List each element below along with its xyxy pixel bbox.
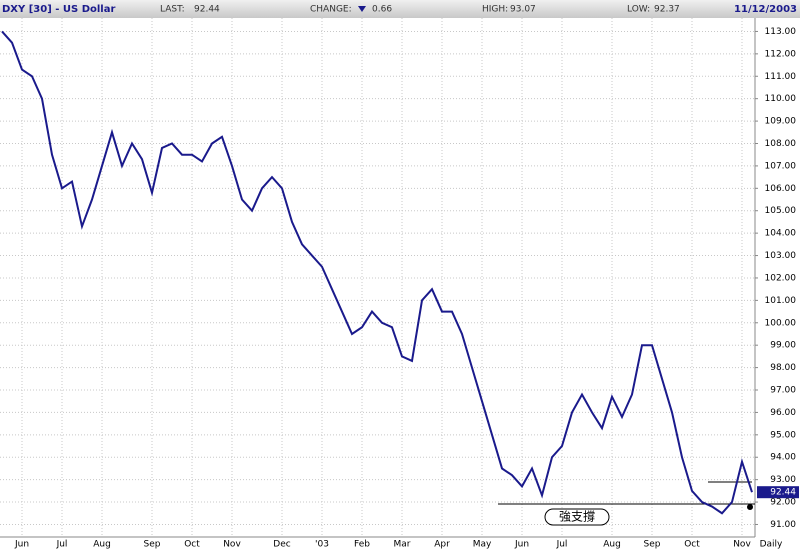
- x-tick-label: Sep: [144, 540, 161, 550]
- y-tick-label: 94.00: [770, 453, 796, 463]
- last-price: 92.44: [770, 488, 796, 498]
- x-tick-label: Nov: [733, 540, 751, 550]
- marker-dot: [747, 504, 753, 510]
- y-tick-label: 107.00: [765, 161, 797, 171]
- annotation: 強支撐: [559, 510, 595, 524]
- y-tick-label: 95.00: [770, 430, 796, 440]
- x-tick-label: Jul: [56, 540, 68, 550]
- x-tick-label: Aug: [93, 540, 111, 550]
- x-tick-label: Jul: [556, 540, 568, 550]
- x-tick-label: Jun: [514, 540, 529, 550]
- last: 92.44: [194, 5, 220, 15]
- y-tick-label: 110.00: [765, 94, 797, 104]
- y-tick-label: 92.00: [770, 498, 796, 508]
- change: 0.66: [372, 5, 392, 15]
- periodicity: Daily: [760, 540, 783, 550]
- y-tick-label: 106.00: [765, 184, 797, 194]
- y-tick-label: 93.00: [770, 475, 796, 485]
- high-label: HIGH:: [482, 5, 508, 15]
- last-label: LAST:: [160, 5, 185, 15]
- y-tick-label: 113.00: [765, 27, 797, 37]
- x-tick-label: Oct: [684, 540, 700, 550]
- header-bar: [0, 0, 800, 18]
- y-tick-label: 98.00: [770, 363, 796, 373]
- price-line: [1, 30, 753, 515]
- y-tick-label: 105.00: [765, 206, 797, 216]
- x-tick-label: May: [473, 540, 492, 550]
- y-tick-label: 101.00: [765, 296, 797, 306]
- low-label: LOW:: [627, 5, 650, 15]
- x-tick-label: Aug: [603, 540, 621, 550]
- y-tick-label: 97.00: [770, 386, 796, 396]
- x-tick-label: Jun: [14, 540, 29, 550]
- y-tick-label: 91.00: [770, 520, 796, 530]
- y-tick-label: 100.00: [765, 318, 797, 328]
- x-tick-label: Mar: [394, 540, 411, 550]
- x-tick-label: Feb: [354, 540, 370, 550]
- y-tick-label: 102.00: [765, 273, 797, 283]
- y-tick-label: 111.00: [765, 72, 797, 82]
- last-price-box: [757, 486, 799, 499]
- date: 11/12/2003: [734, 4, 797, 15]
- down-arrow: [358, 6, 366, 12]
- x-tick-label: Oct: [184, 540, 200, 550]
- y-tick-label: 108.00: [765, 139, 797, 149]
- low: 92.37: [654, 5, 680, 15]
- symbol: DXY [30] - US Dollar: [2, 4, 115, 15]
- x-tick-label: Apr: [434, 540, 450, 550]
- high: 93.07: [510, 5, 536, 15]
- y-tick-label: 109.00: [765, 117, 797, 127]
- x-tick-label: '03: [315, 540, 329, 550]
- y-tick-label: 96.00: [770, 408, 796, 418]
- y-tick-label: 99.00: [770, 341, 796, 351]
- y-tick-label: 104.00: [765, 229, 797, 239]
- y-tick-label: 112.00: [765, 49, 797, 59]
- x-tick-label: Nov: [223, 540, 241, 550]
- annotation-box: [544, 508, 610, 526]
- change-label: CHANGE:: [310, 5, 352, 15]
- x-tick-label: Dec: [273, 540, 290, 550]
- y-tick-label: 103.00: [765, 251, 797, 261]
- x-tick-label: Sep: [644, 540, 661, 550]
